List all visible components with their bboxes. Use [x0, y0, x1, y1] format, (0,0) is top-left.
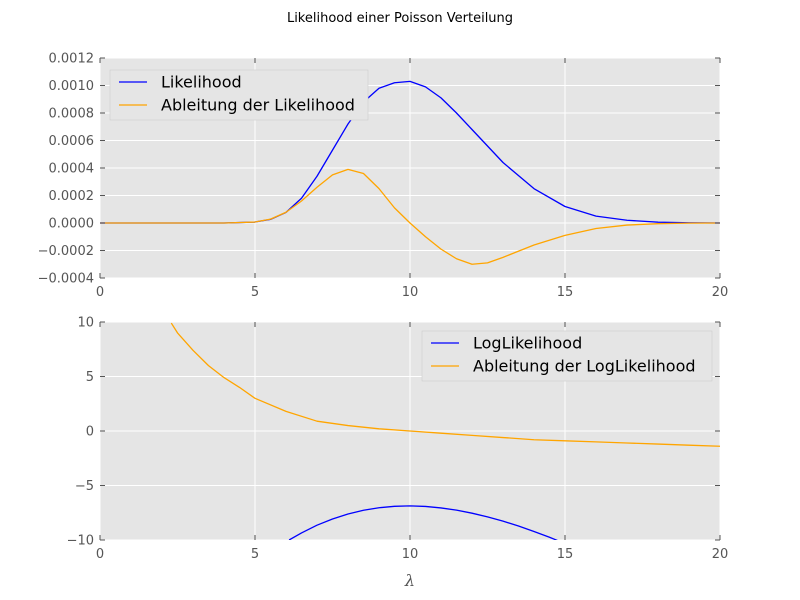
x-tick-label: 20 — [712, 547, 729, 562]
plot-loglikelihood: 0 5 10 15 20 −10 −5 0 5 10 LogLikelihood Ableitung… — [67, 316, 729, 563]
y-tick-label: 0 — [86, 425, 94, 440]
y-tick-label: −5 — [75, 479, 94, 494]
y-tick-label: 0.0006 — [49, 134, 95, 149]
figure-title: Likelihood einer Poisson Verteilung — [287, 11, 513, 26]
x-tick-label: 0 — [96, 547, 104, 562]
y-tick-label: 0.0002 — [49, 189, 95, 204]
y-tick-label: 5 — [86, 370, 94, 385]
plot-likelihood: 0 5 10 15 20 −0.0004 −0.0002 0.0000 0.0002 0.0004… — [38, 52, 729, 301]
x-tick-label: 10 — [402, 285, 419, 300]
x-tick-label: 20 — [712, 285, 729, 300]
series-line-1 — [100, 168, 720, 265]
y-tick-label: 0.0010 — [49, 79, 95, 94]
legend-label: LogLikelihood — [473, 334, 582, 353]
legend: LogLikelihood Ableitung der LogLikelihood — [421, 330, 713, 382]
x-tick-label: 5 — [251, 285, 259, 300]
y-tick-label: −10 — [67, 534, 94, 549]
legend: Likelihood Ableitung der Likelihood — [109, 69, 369, 121]
x-tick-label: 15 — [557, 547, 574, 562]
x-tick-label: 15 — [557, 285, 574, 300]
y-tick-label: −0.0004 — [38, 272, 94, 287]
x-tick-label: 5 — [251, 547, 259, 562]
tick-labels: 0 5 10 15 20 −10 −5 0 5 10 — [67, 316, 729, 563]
x-tick-label: 0 — [96, 285, 104, 300]
tick-marks — [99, 321, 721, 541]
y-tick-label: 0.0000 — [49, 217, 95, 232]
y-tick-label: 10 — [77, 316, 94, 331]
y-tick-label: −0.0002 — [38, 244, 94, 259]
series-line-1 — [170, 322, 720, 447]
legend-label: Ableitung der LogLikelihood — [473, 357, 696, 376]
x-axis-label: λ — [404, 571, 415, 590]
series-lines — [100, 80, 720, 265]
legend-box — [109, 69, 369, 121]
legend-label: Likelihood — [161, 73, 242, 92]
tick-marks — [99, 57, 721, 279]
y-tick-label: 0.0004 — [49, 162, 95, 177]
series-lines — [170, 322, 720, 540]
y-tick-label: 0.0012 — [49, 52, 95, 67]
y-tick-label: 0.0008 — [49, 107, 95, 122]
legend-box — [421, 330, 713, 382]
x-tick-label: 10 — [402, 547, 419, 562]
tick-labels: 0 5 10 15 20 −0.0004 −0.0002 0.0000 0.0002 0.0004… — [38, 52, 729, 301]
series-line-0 — [288, 505, 558, 540]
legend-label: Ableitung der Likelihood — [161, 96, 355, 115]
